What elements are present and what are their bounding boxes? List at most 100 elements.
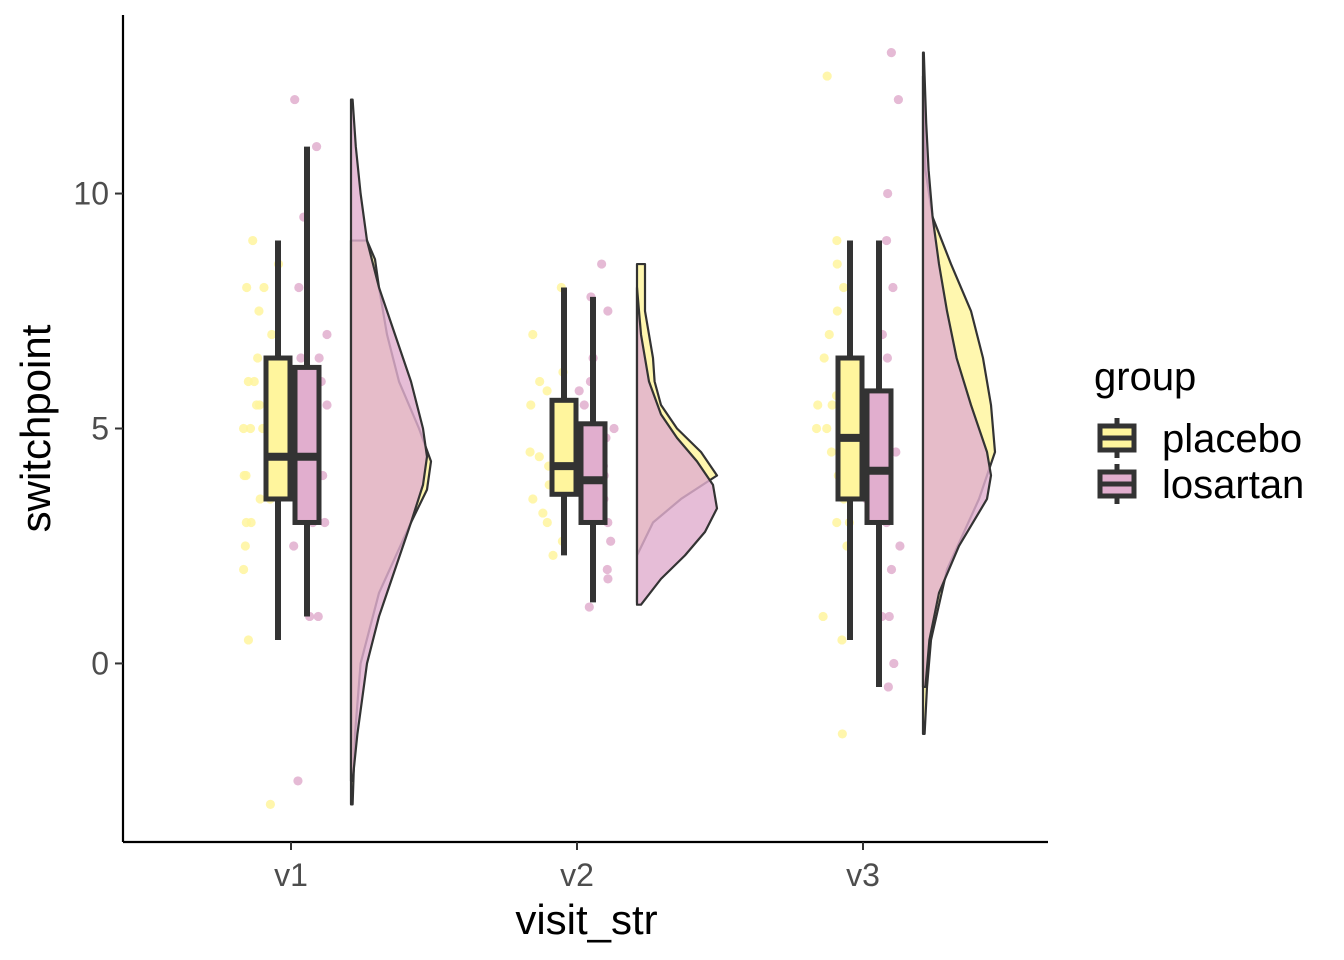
data-point-placebo xyxy=(819,353,829,363)
data-point-placebo xyxy=(822,71,832,81)
data-point-losartan xyxy=(882,353,893,363)
y-tick-label: 10 xyxy=(73,176,109,212)
data-point-placebo xyxy=(254,400,265,410)
legend-item-losartan: losartan xyxy=(1097,463,1304,507)
data-point-losartan xyxy=(886,47,896,58)
data-point-losartan xyxy=(597,259,607,269)
data-point-placebo xyxy=(528,329,538,340)
boxplot-losartan-v2 xyxy=(578,296,608,603)
data-point-placebo xyxy=(528,494,538,504)
data-point-placebo xyxy=(538,508,548,518)
data-point-losartan xyxy=(579,400,589,410)
data-point-losartan xyxy=(891,447,901,457)
boxplot-losartan-v3 xyxy=(864,240,894,687)
data-point-placebo xyxy=(525,447,535,457)
data-point-placebo xyxy=(240,541,250,551)
data-point-placebo xyxy=(238,423,249,434)
data-point-losartan xyxy=(293,776,303,786)
data-point-losartan xyxy=(290,94,300,105)
data-point-placebo xyxy=(813,400,823,410)
data-point-losartan xyxy=(289,541,299,551)
data-point-placebo xyxy=(241,470,251,481)
data-point-losartan xyxy=(574,386,584,396)
y-ticks: 0 5 10 xyxy=(73,176,123,681)
data-point-losartan xyxy=(603,574,613,584)
data-point-placebo xyxy=(837,635,847,645)
boxplot-placebo-v2 xyxy=(549,287,579,556)
data-point-losartan xyxy=(320,517,330,528)
data-point-placebo xyxy=(822,423,832,434)
data-point-placebo xyxy=(832,235,842,246)
y-tick-label: 0 xyxy=(91,645,109,681)
data-point-losartan xyxy=(883,682,893,692)
x-tick-label: v1 xyxy=(274,857,308,893)
data-point-losartan xyxy=(296,353,306,363)
data-point-losartan xyxy=(311,141,322,152)
x-axis-title: visit_str xyxy=(515,896,657,943)
data-point-placebo xyxy=(824,329,834,340)
data-point-placebo xyxy=(811,423,822,434)
box-iqr xyxy=(578,421,608,525)
density-cloud-losartan-v1 xyxy=(349,98,429,783)
data-point-losartan xyxy=(603,306,613,316)
data-point-losartan xyxy=(584,602,594,612)
data-point-placebo xyxy=(534,452,544,462)
data-point-placebo xyxy=(542,517,552,528)
data-point-losartan xyxy=(883,188,893,199)
data-point-losartan xyxy=(884,611,894,622)
legend-item-placebo: placebo xyxy=(1097,417,1302,461)
boxplot-placebo-v3 xyxy=(835,240,865,640)
data-point-placebo xyxy=(259,282,269,293)
data-point-losartan xyxy=(294,282,304,293)
y-tick-label: 5 xyxy=(91,411,109,447)
x-tick-label: v3 xyxy=(846,857,880,893)
data-point-placebo xyxy=(542,386,552,396)
box-iqr xyxy=(549,397,579,497)
box-iqr xyxy=(835,355,865,502)
data-point-placebo xyxy=(526,400,536,410)
data-point-losartan xyxy=(886,564,897,575)
data-point-placebo xyxy=(837,729,847,739)
data-point-losartan xyxy=(602,564,612,575)
data-point-losartan xyxy=(881,235,892,246)
box-iqr xyxy=(263,355,293,502)
data-point-placebo xyxy=(241,517,251,528)
data-point-placebo xyxy=(832,306,842,316)
boxplot-losartan-v1 xyxy=(292,146,322,617)
data-point-placebo xyxy=(818,611,828,622)
data-point-losartan xyxy=(888,282,898,293)
legend-key-losartan xyxy=(1097,464,1137,504)
data-point-placebo xyxy=(243,635,254,645)
data-point-placebo xyxy=(254,306,264,316)
data-point-placebo xyxy=(832,517,842,528)
x-ticks: v1 v2 v3 xyxy=(274,842,880,893)
density-clouds xyxy=(349,51,997,806)
data-point-losartan xyxy=(895,541,905,551)
data-point-placebo xyxy=(267,329,277,340)
legend-title: group xyxy=(1094,355,1196,399)
data-point-placebo xyxy=(253,353,263,363)
data-point-placebo xyxy=(242,282,252,293)
y-axis-title: switchpoint xyxy=(12,324,59,532)
data-point-losartan xyxy=(893,94,903,105)
x-tick-label: v2 xyxy=(560,857,594,893)
data-point-placebo xyxy=(248,235,258,246)
data-point-placebo xyxy=(255,494,265,504)
density-cloud-losartan-v2 xyxy=(635,286,719,606)
data-point-losartan xyxy=(313,611,323,622)
data-point-placebo xyxy=(535,376,545,387)
data-point-losartan xyxy=(322,329,332,340)
data-point-placebo xyxy=(839,282,849,293)
legend-key-placebo xyxy=(1097,418,1137,458)
data-point-losartan xyxy=(609,423,619,434)
data-point-losartan xyxy=(889,658,899,669)
data-point-placebo xyxy=(239,564,249,575)
data-point-placebo xyxy=(826,447,837,457)
data-point-placebo xyxy=(548,550,558,560)
data-point-placebo xyxy=(265,799,275,810)
data-point-placebo xyxy=(243,376,253,387)
data-point-placebo xyxy=(245,423,256,434)
